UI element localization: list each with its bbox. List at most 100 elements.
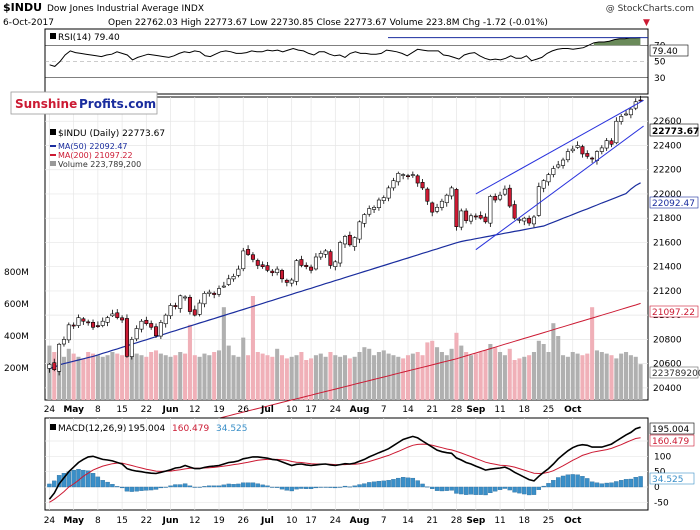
macd-hist-bar — [493, 486, 498, 492]
macd-hist-bar — [337, 486, 343, 488]
volume-bar — [168, 356, 173, 400]
macd-hist-bar — [551, 480, 556, 488]
date-tick-label: 17 — [305, 405, 316, 415]
candle-up — [217, 288, 222, 295]
candle-up — [541, 180, 546, 189]
price-tick-label: 20800 — [653, 335, 682, 345]
volume-bar — [570, 352, 575, 400]
volume-bar — [454, 332, 459, 400]
candle-down — [86, 321, 91, 324]
volume-bar — [231, 355, 236, 400]
candle-down — [115, 312, 120, 318]
volume-bar — [221, 307, 226, 400]
rsi-overbought-fill — [593, 37, 641, 46]
volume-bar — [367, 348, 372, 400]
volume-bar — [575, 353, 580, 400]
volume-bar — [493, 347, 498, 400]
volume-bar — [372, 355, 377, 400]
volume-bar — [551, 323, 556, 400]
volume-bar — [275, 348, 280, 400]
candle-up — [221, 285, 226, 288]
price-tick-label: 22200 — [653, 166, 682, 176]
macd-hist-bar — [444, 486, 449, 491]
candle-up — [139, 320, 144, 330]
macd-hist-bar — [449, 486, 454, 491]
macd-hist-bar — [81, 469, 86, 488]
macd-hist-bar — [245, 482, 251, 488]
ma200-value-tag: 21097.22 — [652, 308, 695, 318]
price-tick-label: 21200 — [653, 287, 682, 297]
brand-part1: Sunshine — [15, 97, 77, 111]
candle-down — [580, 146, 585, 155]
volume-bar — [158, 353, 163, 400]
macd-hist-bar — [599, 483, 604, 488]
date-tick-label: Sep — [466, 405, 486, 415]
macd-hist-bar — [415, 480, 420, 488]
candle-up — [318, 253, 323, 258]
candle-up — [498, 194, 503, 200]
macd-hist-bar — [173, 484, 178, 488]
candle-up — [468, 215, 473, 222]
macd-hist-bar — [352, 485, 357, 488]
macd-hist-bar — [304, 486, 309, 489]
candle-down — [173, 305, 178, 307]
date-tick-label: Jun — [161, 516, 178, 526]
rsi-legend-swatch — [50, 33, 56, 39]
volume-bar — [517, 358, 522, 400]
volume-bar — [541, 344, 546, 400]
date-tick-label: Aug — [350, 405, 370, 415]
volume-bar — [216, 350, 222, 400]
macd-hist-bar — [284, 486, 290, 491]
volume-bar — [527, 355, 532, 400]
candle-down — [52, 362, 57, 371]
macd-hist-bar — [362, 483, 367, 488]
macd-hist-bar — [594, 482, 600, 488]
macd-hist-bar — [541, 485, 546, 488]
volume-bar — [71, 353, 76, 400]
macd-hist-bar — [241, 482, 246, 488]
volume-bar — [565, 356, 570, 400]
date-tick-label: May — [63, 516, 84, 526]
candle-up — [202, 293, 207, 305]
macd-hist-bar — [119, 486, 125, 489]
volume-bar — [357, 352, 362, 400]
volume-bar — [299, 352, 304, 400]
macd-hist-bar — [522, 486, 527, 495]
macd-hist-bar — [323, 486, 328, 488]
volume-bar — [585, 353, 590, 400]
volume-bar — [144, 356, 149, 400]
macd-hist-bar — [110, 484, 115, 488]
candle-down — [512, 204, 517, 219]
candle-down — [154, 326, 159, 337]
candle-up — [158, 322, 163, 337]
macd-hist-bar — [105, 481, 110, 488]
candle-up — [352, 237, 357, 247]
volume-bar — [439, 352, 444, 400]
date-tick-label: 24 — [330, 405, 342, 415]
volume-bar — [110, 352, 115, 400]
macd-hist-bar — [526, 486, 532, 496]
date-tick-label: 24 — [330, 516, 342, 526]
candle-up — [575, 145, 580, 148]
volume-bar — [590, 307, 595, 400]
candle-down — [284, 279, 289, 283]
candle-down — [405, 175, 410, 177]
date-tick-label: Oct — [564, 405, 582, 415]
candle-down — [192, 309, 197, 316]
date-tick-label: 17 — [305, 516, 316, 526]
volume-bar — [255, 352, 260, 400]
candle-down — [149, 323, 154, 328]
price-tick-label: 20400 — [653, 384, 682, 394]
volume-bar — [604, 353, 609, 400]
date-tick-label: 14 — [402, 516, 414, 526]
candle-down — [120, 317, 125, 321]
volume-bar — [338, 356, 343, 400]
volume-bar — [115, 353, 120, 400]
macd-hist-bar — [589, 481, 595, 488]
macd-hist-bar — [425, 486, 430, 488]
close-value-tag: 22773.67 — [652, 127, 699, 137]
volume-bar — [401, 358, 406, 400]
volume-bar — [192, 355, 197, 400]
candle-down — [91, 321, 96, 328]
volume-bar — [318, 353, 323, 400]
